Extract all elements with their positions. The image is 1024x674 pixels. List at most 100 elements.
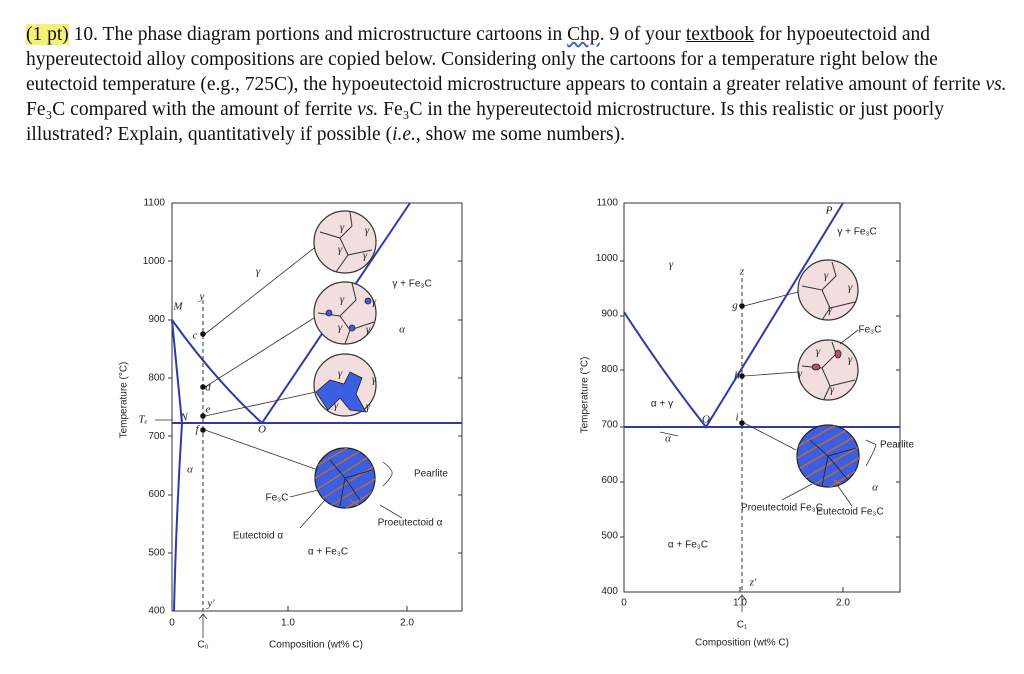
diagram-label: γ — [848, 354, 853, 366]
y-tick-label: 400 — [148, 606, 165, 617]
x-tick-label: 0 — [169, 618, 175, 629]
y-tick-label: 1100 — [596, 198, 618, 209]
y-axis-label: Temperature (°C) — [119, 362, 130, 439]
diagram-label: γ — [372, 296, 377, 308]
diagram-label: Proeutectoid α — [378, 518, 443, 529]
diagram-label: i — [735, 412, 738, 424]
diagram-label: α — [665, 433, 671, 445]
question-text: 10. The phase diagram portions and micro… — [68, 24, 568, 45]
y-axis-label: Temperature (°C) — [580, 357, 591, 434]
y-tick-label: 400 — [601, 586, 618, 597]
y-tick-label: 800 — [601, 364, 618, 375]
question-text: (1 pt) — [26, 24, 69, 45]
diagram-label: γ — [366, 324, 371, 336]
diagram-label: Pearlite — [414, 469, 448, 480]
diagram-label: γ — [363, 250, 368, 262]
diagram-label: α + Fe₃C — [308, 547, 348, 558]
diagram-label: Tₑ — [138, 414, 147, 426]
diagram-label: γ — [669, 259, 674, 271]
y-tick-label: 1100 — [143, 198, 165, 209]
diagram-label: γ — [816, 346, 821, 358]
diagram-label: c — [193, 330, 198, 342]
diagram-label: α + γ — [651, 399, 673, 410]
question-text: for hypoeutectoid and hypereutectoid all… — [26, 24, 986, 95]
y-tick-label: 700 — [148, 431, 165, 442]
diagram-label: γ — [334, 400, 339, 412]
diagram-label: Eutectoid Fe₃C — [816, 507, 883, 518]
x-tick-label: 1.0 — [281, 618, 295, 629]
y-tick-label: 500 — [601, 531, 618, 542]
diagram-label: N — [179, 412, 188, 424]
x-tick-label: 2.0 — [836, 598, 850, 609]
diagram-label: f — [195, 424, 200, 436]
question: (1 pt) 10. The phase diagram portions an… — [26, 22, 1011, 147]
diagram-label: C₁ — [737, 620, 748, 631]
diagram-label: O — [702, 414, 710, 426]
question-text: Fe₃C in the hypereutectoid microstructur… — [26, 99, 944, 145]
diagram-label: h — [734, 370, 740, 382]
y-tick-label: 700 — [601, 420, 618, 431]
diagram-label: d — [205, 382, 211, 394]
question-text: . 9 of your — [599, 24, 686, 45]
diagram-label: Fe₃C — [859, 325, 882, 336]
y-tick-label: 900 — [601, 309, 618, 320]
diagram-label: M — [172, 301, 183, 313]
diagram-label: C₀ — [197, 640, 208, 651]
diagram-label: P — [825, 205, 833, 217]
hypoeutectoid-diagram — [155, 202, 463, 638]
diagram-label: O — [258, 424, 266, 436]
diagram-label: γ — [338, 244, 343, 256]
diagram-label: γ — [256, 266, 261, 278]
diagram-label: γ — [340, 294, 345, 306]
diagram-label: γ — [830, 384, 835, 396]
diagram-label: α + Fe₃C — [668, 540, 708, 551]
x-tick-label: 0 — [621, 598, 627, 609]
diagram-label: Proeutectoid Fe₃C — [741, 503, 823, 514]
diagram-label: γ — [340, 222, 345, 234]
y-tick-label: 600 — [148, 489, 165, 500]
diagram-label: γ — [366, 401, 371, 413]
diagram-label: y — [199, 291, 205, 303]
y-tick-label: 1000 — [143, 256, 166, 267]
y-tick-label: 500 — [148, 547, 165, 558]
y-tick-label: 800 — [148, 373, 165, 384]
x-tick-label: 2.0 — [400, 618, 414, 629]
diagram-label: g — [732, 300, 738, 312]
diagram-label: α — [399, 324, 405, 336]
diagram-label: γ + Fe₃C — [837, 227, 876, 238]
y-tick-label: 1000 — [596, 253, 619, 264]
question-text: i.e., — [392, 124, 421, 145]
diagram-label: γ — [824, 270, 829, 282]
diagram-label: y′ — [206, 598, 215, 610]
diagram-label: γ — [848, 282, 853, 294]
x-tick-label: 1.0 — [733, 598, 747, 609]
question-text: show me some numbers). — [420, 124, 625, 145]
diagram-label: Pearlite — [880, 440, 914, 451]
question-text: Chp — [567, 24, 600, 45]
x-axis-label: Composition (wt% C) — [695, 638, 789, 649]
y-tick-label: 600 — [601, 475, 618, 486]
question-text: vs. — [985, 74, 1007, 95]
diagram-label: γ + Fe₃C — [392, 279, 431, 290]
y-tick-label: 900 — [148, 314, 165, 325]
question-text: Fe₃C compared with the amount of ferrite — [26, 99, 358, 120]
diagram-label: Eutectoid α — [233, 531, 283, 542]
hypereutectoid-diagram — [620, 202, 901, 612]
x-axis-label: Composition (wt% C) — [269, 640, 363, 651]
diagram-label: e — [206, 404, 211, 416]
diagram-label: z′ — [749, 577, 757, 589]
question-text: vs. — [357, 99, 379, 120]
diagram-label: γ — [338, 322, 343, 334]
diagram-label: Fe₃C — [266, 493, 289, 504]
diagram-label: γ — [828, 304, 833, 316]
diagram-label: z — [739, 266, 745, 278]
diagram-label: γ — [365, 225, 370, 237]
diagram-label: γ — [798, 368, 803, 380]
diagram-label: α — [872, 482, 878, 494]
diagram-label: α — [187, 464, 193, 476]
diagram-label: γ — [372, 374, 377, 386]
diagram-label: γ — [338, 368, 343, 380]
question-text: textbook — [685, 24, 755, 45]
